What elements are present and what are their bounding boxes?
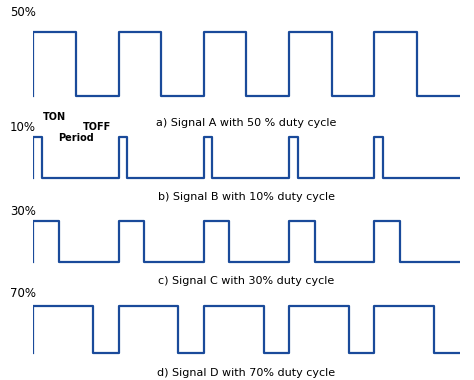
Text: Period: Period	[58, 133, 94, 144]
Text: TOFF: TOFF	[83, 122, 111, 132]
Text: 10%: 10%	[10, 121, 36, 134]
Text: c) Signal C with 30% duty cycle: c) Signal C with 30% duty cycle	[158, 276, 335, 286]
Text: a) Signal A with 50 % duty cycle: a) Signal A with 50 % duty cycle	[156, 118, 337, 128]
Text: d) Signal D with 70% duty cycle: d) Signal D with 70% duty cycle	[157, 368, 336, 378]
Text: 50%: 50%	[10, 6, 36, 19]
Text: 70%: 70%	[10, 287, 36, 300]
Text: b) Signal B with 10% duty cycle: b) Signal B with 10% duty cycle	[158, 192, 335, 202]
Text: 30%: 30%	[10, 205, 36, 218]
Text: TON: TON	[43, 112, 66, 122]
